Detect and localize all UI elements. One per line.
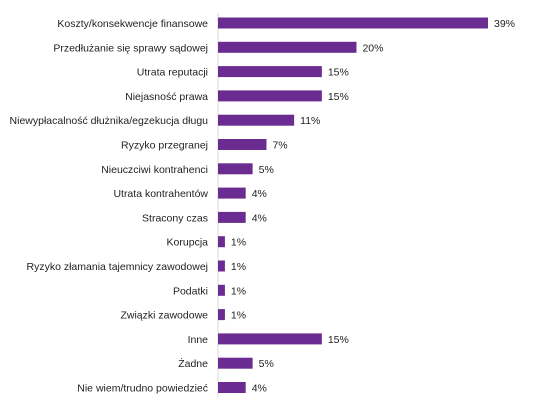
bar xyxy=(218,163,253,174)
bar xyxy=(218,139,266,150)
value-label: 4% xyxy=(252,188,267,200)
category-label: Przedłużanie się sprawy sądowej xyxy=(53,42,208,54)
bar xyxy=(218,90,322,101)
value-label: 1% xyxy=(231,310,246,322)
category-label: Niewypłacalność dłużnika/egzekucja długu xyxy=(10,115,209,127)
value-label: 4% xyxy=(252,383,267,395)
bar xyxy=(218,285,225,296)
category-label: Niejasność prawa xyxy=(125,91,208,103)
bar xyxy=(218,309,225,320)
value-label: 39% xyxy=(494,18,515,30)
bar xyxy=(218,236,225,247)
value-label: 1% xyxy=(231,261,246,273)
value-label: 5% xyxy=(259,164,274,176)
bar xyxy=(218,188,246,199)
bar xyxy=(218,18,488,29)
bar xyxy=(218,212,246,223)
category-label: Żadne xyxy=(178,357,208,370)
bar xyxy=(218,382,246,393)
value-label: 1% xyxy=(231,285,246,297)
bar xyxy=(218,358,253,369)
bars xyxy=(218,18,488,394)
value-label: 11% xyxy=(300,115,320,127)
category-label: Ryzyko przegranej xyxy=(121,140,208,152)
category-labels: Koszty/konsekwencje finansowe Przedłużani… xyxy=(10,18,209,395)
bar xyxy=(218,115,294,126)
value-label: 15% xyxy=(328,67,349,79)
category-label: Utrata kontrahentów xyxy=(113,188,208,200)
value-label: 15% xyxy=(328,91,349,103)
bar xyxy=(218,261,225,272)
bar xyxy=(218,66,322,77)
value-label: 5% xyxy=(259,358,274,370)
category-label: Nie wiem/trudno powiedzieć xyxy=(77,383,208,395)
category-label: Inne xyxy=(188,334,209,346)
bar xyxy=(218,333,322,344)
value-label: 20% xyxy=(362,42,383,54)
category-label: Stracony czas xyxy=(142,212,208,224)
value-label: 15% xyxy=(328,334,349,346)
category-label: Związki zawodowe xyxy=(120,310,208,322)
bar xyxy=(218,42,356,53)
category-label: Utrata reputacji xyxy=(137,67,208,79)
category-label: Korupcja xyxy=(167,237,209,249)
category-label: Koszty/konsekwencje finansowe xyxy=(57,18,208,30)
value-label: 1% xyxy=(231,237,246,249)
category-label: Nieuczciwi kontrahenci xyxy=(101,164,208,176)
value-label: 4% xyxy=(252,212,267,224)
category-label: Podatki xyxy=(173,285,208,297)
category-label: Ryzyko złamania tajemnicy zawodowej xyxy=(27,261,209,273)
value-label: 7% xyxy=(272,140,287,152)
